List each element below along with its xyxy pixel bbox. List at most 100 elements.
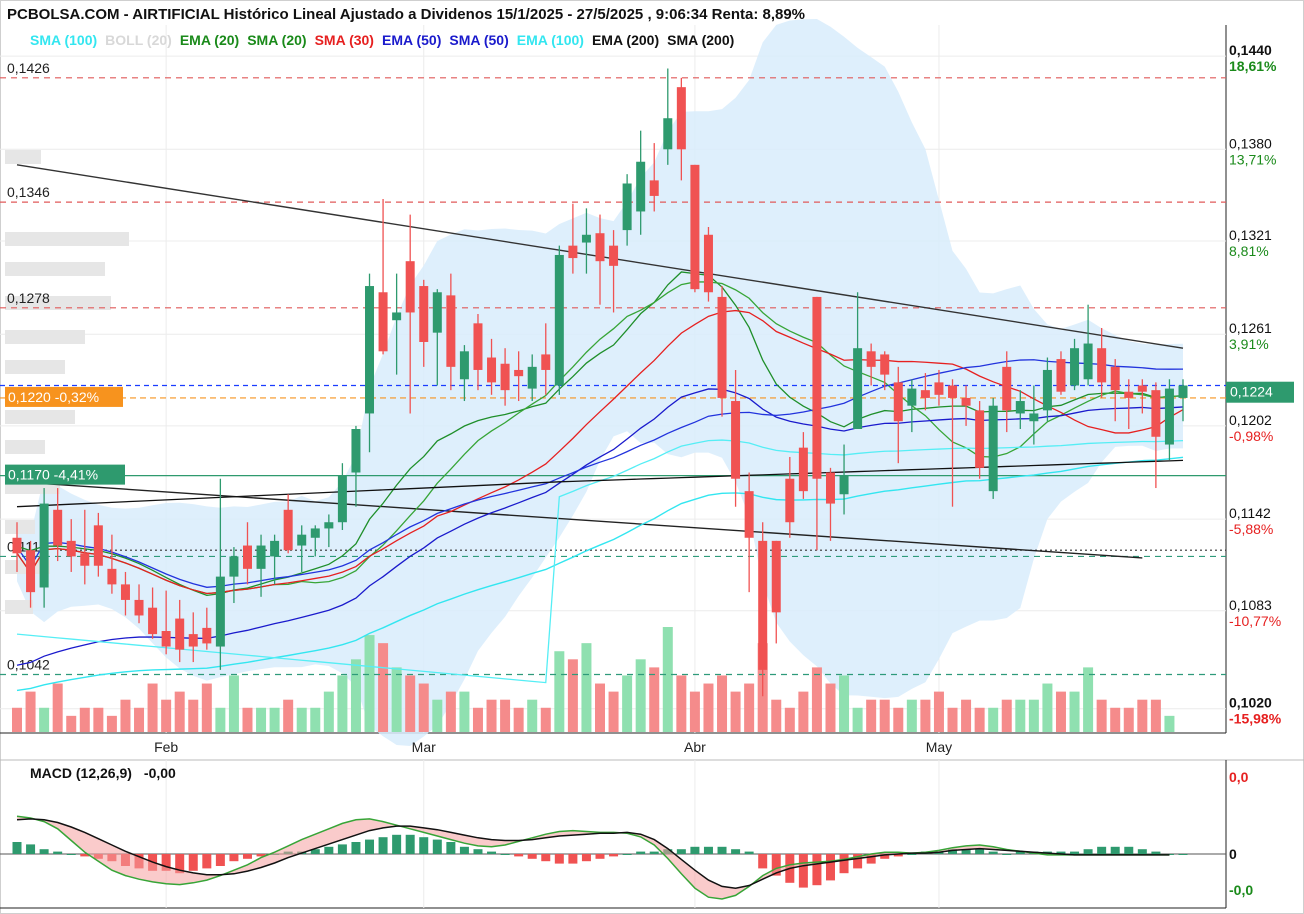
candle-body — [920, 390, 930, 398]
legend-sma-100[interactable]: SMA (100) — [30, 32, 98, 48]
macd-histogram-bar — [527, 854, 537, 859]
volume-bar — [662, 627, 673, 732]
candle-body — [229, 556, 239, 577]
level-label: 0,1278 — [7, 290, 50, 306]
volume-bar — [12, 707, 22, 732]
volume-bar — [418, 683, 429, 732]
volume-bar — [445, 691, 456, 732]
legend-sma-20[interactable]: SMA (20) — [247, 32, 307, 48]
volume-bar — [296, 707, 307, 732]
level-label: 0,1042 — [7, 657, 50, 673]
macd-histogram-bar — [39, 849, 49, 854]
volume-bar — [486, 699, 497, 732]
orange-price-marker — [5, 386, 123, 407]
candle-body — [731, 401, 741, 479]
macd-histogram-bar — [242, 854, 252, 859]
macd-title: MACD (12,26,9) -0,00 — [30, 765, 188, 781]
green-price-marker-text: 0,1170 -4,41% — [8, 467, 98, 483]
macd-signal-line — [16, 818, 1170, 889]
macd-histogram-bar — [554, 854, 564, 864]
candle-body — [12, 537, 22, 554]
candle-body — [188, 634, 198, 647]
candle-body — [1110, 366, 1120, 391]
macd-histogram-bar — [12, 842, 22, 854]
volume-bar — [66, 715, 77, 732]
macd-histogram-bar — [1151, 851, 1161, 854]
macd-histogram-bar — [26, 844, 36, 854]
price-tick-label: 0,1202 — [1229, 412, 1272, 428]
volume-bar — [52, 683, 63, 732]
legend-sma-30[interactable]: SMA (30) — [314, 32, 374, 48]
macd-histogram-bar — [500, 854, 510, 855]
macd-histogram-bar — [690, 846, 700, 854]
volume-bar — [825, 683, 836, 732]
legend-sma-50[interactable]: SMA (50) — [449, 32, 509, 48]
orange-price-marker-text: 0,1220 -0,32% — [8, 389, 99, 405]
candle-body — [676, 87, 686, 150]
volume-bar — [730, 691, 741, 732]
sma-50-line — [16, 359, 1184, 588]
volume-profile-bar — [5, 262, 105, 276]
macd-histogram-bar — [541, 854, 551, 862]
legend-ema-200[interactable]: EMA (200) — [591, 32, 660, 48]
volume-bar — [1164, 715, 1175, 732]
level-label: 0,1426 — [7, 60, 50, 76]
macd-histogram-bar — [175, 854, 185, 874]
legend-ema-50[interactable]: EMA (50) — [381, 32, 442, 48]
macd-histogram-bar — [649, 851, 659, 854]
volume-bar — [974, 707, 985, 732]
volume-bar — [174, 691, 185, 732]
candle-body — [134, 599, 144, 616]
ema-20-line — [16, 271, 1184, 597]
candle-body — [1002, 366, 1012, 411]
macd-histogram-bar — [202, 854, 212, 869]
candle-body — [500, 363, 510, 391]
current-price-text: 0,1224 — [1230, 384, 1273, 400]
volume-bar — [608, 691, 619, 732]
macd-histogram-bar — [473, 849, 483, 854]
price-tick-label: 0,1380 — [1229, 135, 1272, 151]
candle-body — [1070, 348, 1080, 386]
macd-histogram-bar — [1015, 851, 1025, 854]
macd-histogram-bar — [866, 854, 876, 864]
macd-histogram-bar — [880, 854, 890, 859]
macd-line — [16, 815, 1170, 900]
volume-profile-bar — [5, 440, 45, 454]
volume-bar — [120, 699, 131, 732]
candle-body — [703, 234, 713, 293]
volume-bar — [933, 691, 944, 732]
volume-bar — [350, 659, 361, 732]
legend-ema-100[interactable]: EMA (100) — [516, 32, 584, 48]
candle-body — [283, 509, 293, 551]
volume-bar — [1137, 699, 1148, 732]
legend-boll-20[interactable]: BOLL (20) — [105, 32, 172, 48]
candle-body — [1151, 390, 1161, 437]
legend-ema-20[interactable]: EMA (20) — [179, 32, 240, 48]
volume-bar — [364, 635, 375, 732]
macd-histogram-bar — [1124, 846, 1134, 854]
volume-bar — [1015, 699, 1026, 732]
candle-body — [459, 351, 469, 380]
legend-sma-200[interactable]: SMA (200) — [667, 32, 735, 48]
volume-bar — [717, 675, 728, 732]
macd-histogram-bar — [812, 854, 822, 886]
macd-histogram-bar — [636, 851, 646, 854]
volume-bar — [242, 707, 253, 732]
macd-histogram-bar — [337, 844, 347, 854]
candle-body — [568, 245, 578, 259]
macd-histogram-bar — [459, 846, 469, 854]
candle-body — [487, 357, 497, 383]
macd-histogram-bar — [717, 846, 727, 854]
volume-profile-bar — [5, 150, 41, 164]
volume-bar — [283, 699, 294, 732]
candle-body — [1042, 369, 1052, 411]
percent-tick-label: -10,77% — [1229, 613, 1281, 629]
candle-body — [663, 118, 673, 150]
candle-body — [1164, 388, 1174, 445]
macd-histogram-bar — [351, 842, 361, 854]
price-tick-label: 0,1440 — [1229, 42, 1272, 58]
chart-title: PCBOLSA.COM - AIRTIFICIAL Histórico Line… — [7, 6, 806, 23]
macd-histogram-bar — [853, 854, 863, 869]
volume-bar — [961, 699, 972, 732]
